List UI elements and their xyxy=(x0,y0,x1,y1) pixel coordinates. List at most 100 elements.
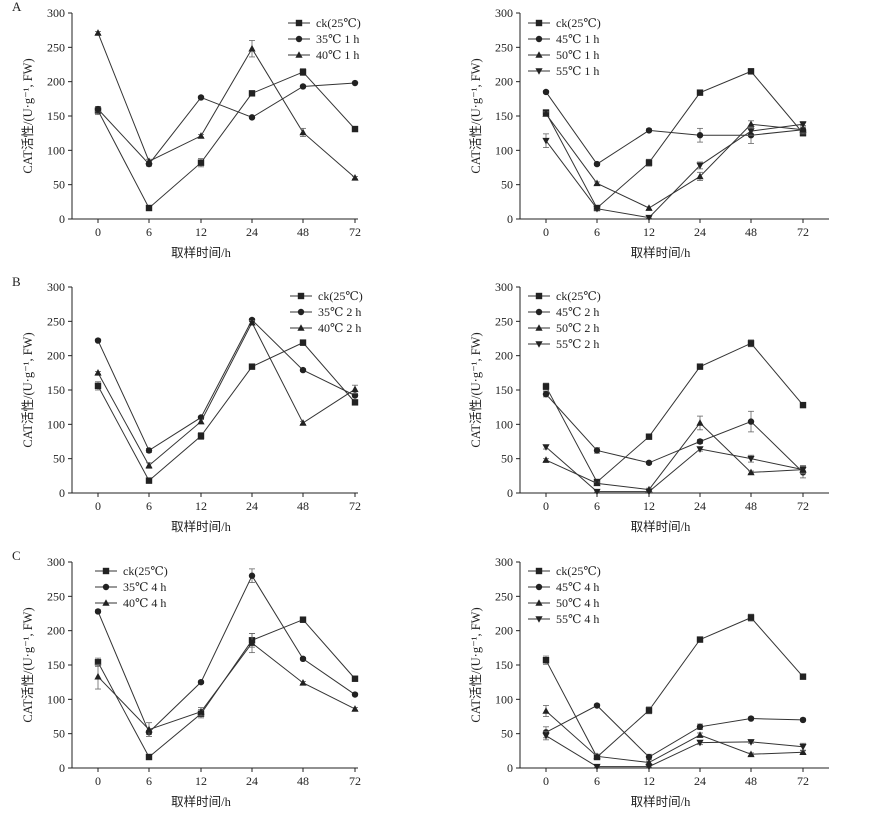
legend-label: 50℃ 4 h xyxy=(556,596,599,610)
y-tick-label: 100 xyxy=(495,143,513,157)
x-tick-label: 72 xyxy=(349,225,361,239)
data-point xyxy=(299,83,307,90)
chart-panel-a-left: 0 50 100 150 200 250 300 0 6 12 24 48 72 取样时间/h CAT活性/… xyxy=(21,6,361,260)
data-point xyxy=(94,672,102,680)
legend-marker xyxy=(535,341,543,348)
data-point xyxy=(593,752,601,760)
series-line xyxy=(545,617,804,758)
legend: ck(25℃) 35℃ 4 h 40℃ 4 h xyxy=(95,564,168,610)
data-point xyxy=(299,616,307,623)
series-square xyxy=(542,339,807,486)
series-line xyxy=(545,704,804,758)
series-line xyxy=(97,619,356,758)
data-point xyxy=(747,750,755,758)
x-axis-title: 取样时间/h xyxy=(171,519,231,534)
data-point xyxy=(593,179,601,187)
data-point xyxy=(747,418,755,425)
data-point xyxy=(696,739,704,747)
x-tick-label: 6 xyxy=(594,499,600,513)
data-point xyxy=(145,461,153,469)
data-point xyxy=(593,488,601,496)
y-tick-label: 0 xyxy=(59,761,65,775)
legend-label: 40℃ 4 h xyxy=(123,596,166,610)
series-circle xyxy=(542,390,807,479)
series-line xyxy=(545,393,804,473)
data-point xyxy=(351,174,359,181)
x-tick-label: 24 xyxy=(694,225,706,239)
data-point xyxy=(593,763,601,771)
x-tick-label: 0 xyxy=(95,774,101,788)
data-point xyxy=(351,79,359,87)
data-point xyxy=(248,572,256,579)
legend-label: 45℃ 2 h xyxy=(556,305,599,319)
legend: ck(25℃) 45℃ 1 h 50℃ 1 h 55℃ 1 h xyxy=(528,16,601,78)
series-circle xyxy=(94,316,359,454)
data-point xyxy=(645,159,653,166)
data-point xyxy=(351,385,359,393)
legend-label: 40℃ 1 h xyxy=(316,48,359,62)
legend-label: 40℃ 2 h xyxy=(318,321,361,335)
series-line xyxy=(97,321,356,467)
data-point xyxy=(747,455,755,463)
data-point xyxy=(351,399,359,406)
data-point xyxy=(696,446,704,453)
data-point xyxy=(248,90,256,97)
data-point xyxy=(747,68,755,75)
series-square xyxy=(94,339,359,484)
panel-label-a: A xyxy=(12,0,22,14)
data-point xyxy=(542,88,550,96)
legend-label: ck(25℃) xyxy=(316,16,361,30)
x-tick-label: 48 xyxy=(745,774,757,788)
x-tick-label: 12 xyxy=(195,774,207,788)
data-point xyxy=(696,162,704,170)
series-triangle-up xyxy=(542,110,807,211)
legend: ck(25℃) 45℃ 4 h 50℃ 4 h 55℃ 4 h xyxy=(528,564,601,626)
data-point xyxy=(593,702,601,709)
data-point xyxy=(747,739,755,746)
data-point xyxy=(542,137,550,145)
y-tick-label: 50 xyxy=(501,727,513,741)
data-point xyxy=(94,105,102,113)
data-point xyxy=(593,479,601,487)
data-point xyxy=(747,128,755,135)
panel-label-c: C xyxy=(12,548,21,563)
data-point xyxy=(799,466,807,474)
x-tick-label: 48 xyxy=(297,225,309,239)
data-point xyxy=(799,716,807,724)
legend-marker xyxy=(295,51,303,58)
series-square xyxy=(94,68,359,212)
series-line xyxy=(97,342,356,482)
data-point xyxy=(299,68,307,76)
data-point xyxy=(145,477,153,484)
y-tick-label: 100 xyxy=(495,692,513,706)
data-point xyxy=(645,707,653,714)
series-line xyxy=(97,82,356,165)
data-point xyxy=(145,753,153,761)
data-point xyxy=(94,382,102,390)
y-tick-label: 200 xyxy=(495,624,513,638)
data-point xyxy=(542,456,550,463)
x-tick-label: 0 xyxy=(543,225,549,239)
data-point xyxy=(542,383,550,390)
data-point xyxy=(593,447,601,454)
data-point xyxy=(248,363,256,370)
data-point xyxy=(696,132,704,139)
data-point xyxy=(197,417,205,425)
data-point xyxy=(299,655,307,663)
x-tick-label: 24 xyxy=(694,499,706,513)
y-tick-label: 250 xyxy=(47,589,65,603)
data-point xyxy=(197,432,205,440)
x-tick-label: 48 xyxy=(745,499,757,513)
data-point xyxy=(645,758,653,766)
x-tick-label: 48 xyxy=(745,225,757,239)
y-tick-label: 250 xyxy=(495,589,513,603)
data-point xyxy=(542,707,550,714)
legend-label: 50℃ 2 h xyxy=(556,321,599,335)
data-point xyxy=(799,673,807,680)
data-point xyxy=(248,114,256,121)
series-line xyxy=(545,735,804,768)
legend-marker xyxy=(297,292,305,300)
x-tick-label: 0 xyxy=(95,225,101,239)
x-axis-title: 取样时间/h xyxy=(171,794,231,809)
data-point xyxy=(248,318,256,326)
